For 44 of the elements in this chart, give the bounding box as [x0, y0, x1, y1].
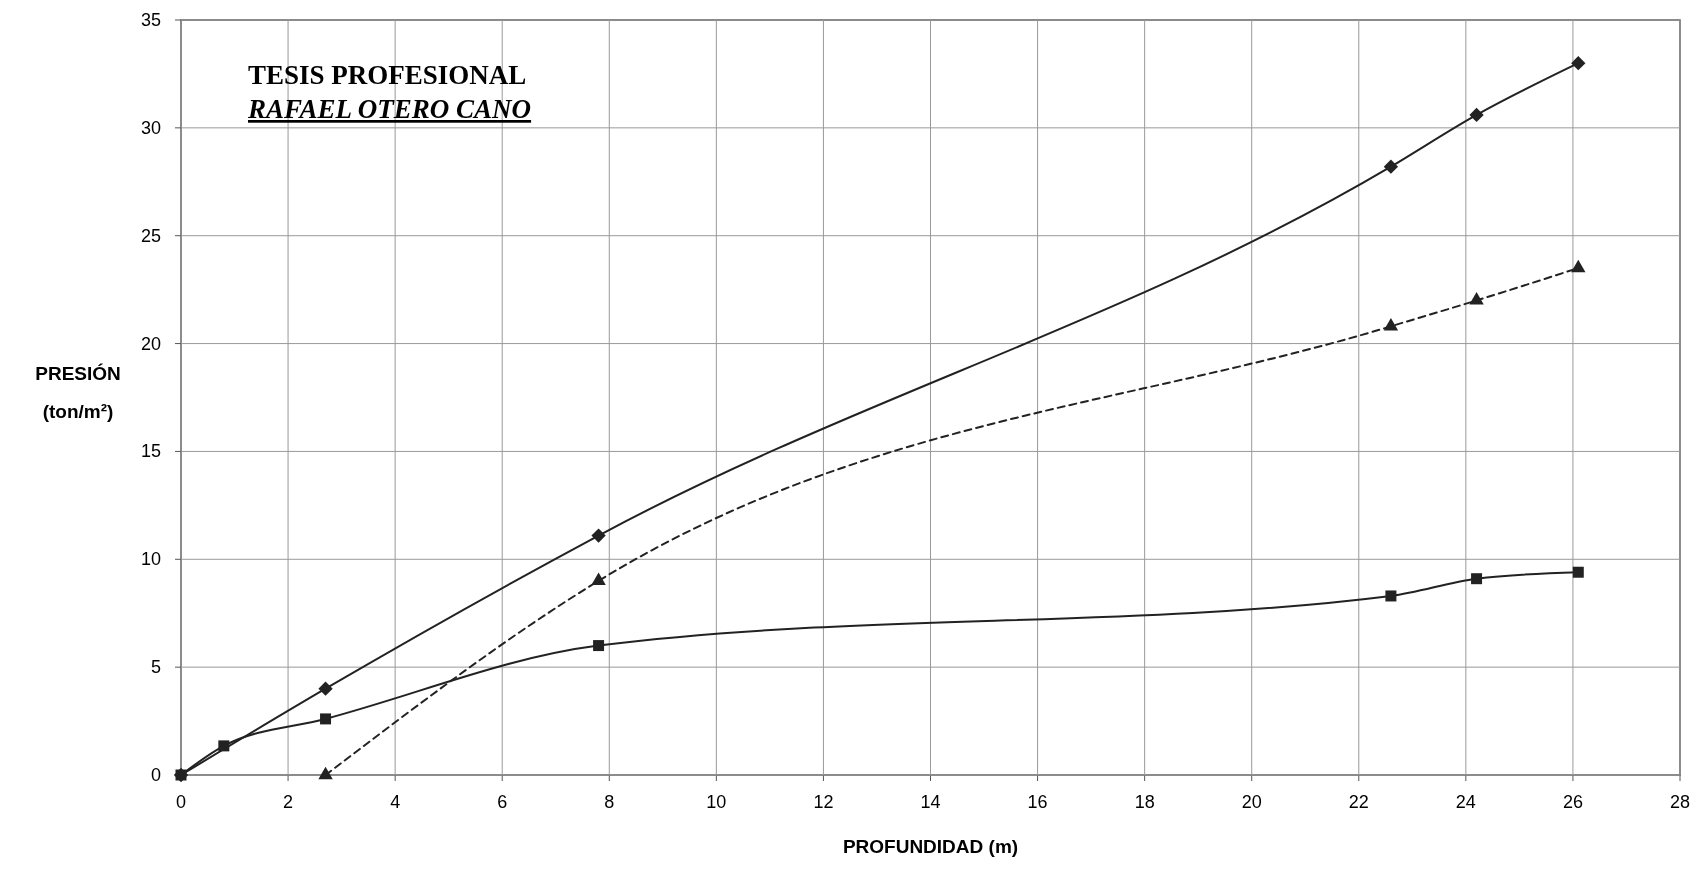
y-tick-label: 15 [140, 441, 161, 462]
x-tick-label: 8 [604, 792, 615, 812]
x-tick-label: 24 [1455, 792, 1476, 812]
point [1572, 566, 1584, 578]
x-tick-label: 22 [1348, 792, 1369, 812]
point [591, 572, 606, 586]
annotation: TESIS PROFESIONAL [248, 60, 527, 90]
annotation: RAFAEL OTERO CANO [247, 94, 532, 124]
x-tick-label: 20 [1241, 792, 1262, 812]
y-tick-label: 0 [150, 765, 161, 785]
point [593, 640, 605, 652]
point [1383, 159, 1399, 174]
y-tick-label: 30 [140, 117, 161, 138]
point [1385, 590, 1397, 602]
y-tick-label: 25 [140, 225, 161, 246]
y-tick-label: 10 [140, 549, 161, 570]
x-tick-label: 16 [1027, 792, 1048, 812]
x-tick-label: 26 [1562, 792, 1583, 812]
x-tick-label: 18 [1134, 792, 1155, 812]
x-tick-label: 6 [497, 792, 508, 812]
point [318, 766, 333, 780]
point [1471, 573, 1483, 585]
point [1571, 259, 1586, 273]
x-axis-title: PROFUNDIDAD (m) [842, 836, 1019, 857]
point [175, 769, 187, 781]
y-axis-title: PRESIÓN (ton/m²) [35, 363, 121, 422]
x-tick-label: 10 [706, 792, 727, 812]
point [1469, 292, 1484, 305]
x-tick-label: 28 [1669, 792, 1691, 812]
point [1469, 107, 1484, 123]
y-tick-label: 5 [150, 657, 161, 678]
x-tick-label: 4 [390, 792, 401, 812]
point [1383, 317, 1399, 331]
point [318, 681, 333, 696]
y-tick-label: 20 [140, 333, 161, 354]
x-tick-label: 14 [920, 792, 941, 812]
point [1571, 55, 1586, 71]
y-tick-label: 35 [140, 10, 161, 30]
x-tick-label: 12 [813, 792, 834, 812]
x-tick-label: 2 [283, 792, 294, 812]
point [591, 528, 606, 543]
point [218, 740, 230, 752]
x-tick-label: 0 [175, 792, 187, 812]
point [320, 713, 332, 725]
